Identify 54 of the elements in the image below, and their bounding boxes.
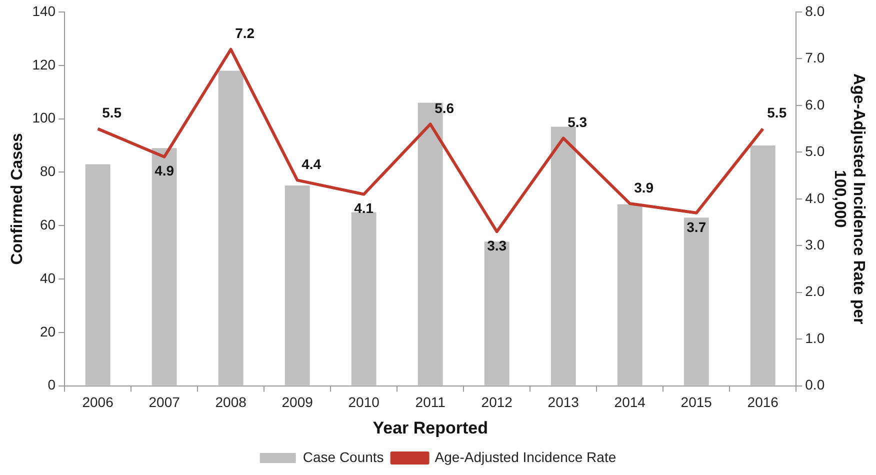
- data-label: 5.3: [568, 114, 588, 130]
- y2-axis-title: Age-Adjusted Incidence Rate per 100,000: [830, 74, 867, 324]
- y2-tick-label: 0.0: [805, 376, 825, 393]
- data-label: 4.4: [302, 156, 322, 172]
- y-tick-label: 20: [40, 323, 56, 340]
- data-label: 3.7: [686, 218, 706, 235]
- y-tick-label: 60: [40, 216, 56, 232]
- y-tick-label: 40: [40, 270, 56, 286]
- y2-tick-label: 3.0: [805, 236, 825, 252]
- x-tick-label: 2014: [614, 394, 646, 410]
- data-label: 5.5: [102, 104, 122, 121]
- bar: [152, 148, 177, 386]
- data-label: 4.1: [354, 200, 374, 216]
- x-tick-label: 2013: [548, 394, 580, 410]
- bar: [85, 164, 110, 386]
- y2-tick-label: 5.0: [805, 143, 825, 160]
- y2-tick-label: 4.0: [805, 190, 825, 206]
- x-tick-label: 2015: [680, 394, 712, 410]
- data-label: 3.9: [634, 179, 654, 196]
- bar: [351, 212, 376, 386]
- y2-tick-label: 8.0: [805, 2, 825, 19]
- bar: [550, 126, 576, 386]
- x-tick-label: 2007: [148, 394, 180, 410]
- bar: [617, 204, 642, 386]
- y-tick-label: 80: [40, 163, 56, 180]
- data-label: 3.3: [487, 237, 507, 254]
- x-tick-label: 2010: [348, 394, 380, 410]
- data-label: 4.9: [154, 162, 174, 179]
- bar: [484, 242, 510, 386]
- x-tick-label: 2012: [481, 394, 513, 410]
- legend-label: Age-Adjusted Incidence Rate: [434, 448, 616, 465]
- legend-label: Case Counts: [302, 448, 384, 465]
- y-tick-label: 100: [32, 110, 56, 126]
- x-tick-label: 2009: [282, 394, 314, 410]
- data-label: 5.6: [434, 100, 454, 116]
- data-label: 7.2: [235, 25, 255, 42]
- bar: [218, 70, 244, 386]
- y-tick-label: 120: [32, 56, 56, 72]
- x-tick-label: 2016: [747, 394, 779, 410]
- bar: [684, 218, 709, 386]
- y-axis-title: Confirmed Cases: [9, 133, 26, 265]
- y2-tick-label: 2.0: [805, 283, 825, 300]
- y2-tick-label: 6.0: [805, 96, 825, 112]
- data-label: 5.5: [767, 104, 787, 121]
- x-axis-title: Year Reported: [372, 418, 488, 438]
- x-tick-label: 2011: [415, 394, 446, 410]
- y2-tick-label: 1.0: [805, 330, 825, 346]
- x-tick-label: 2008: [215, 394, 247, 410]
- x-tick-label: 2006: [82, 394, 114, 410]
- bar: [750, 146, 776, 386]
- y-tick-label: 0: [48, 376, 56, 393]
- y-tick-label: 140: [32, 2, 56, 19]
- y2-tick-label: 7.0: [805, 50, 825, 66]
- bar: [284, 186, 310, 386]
